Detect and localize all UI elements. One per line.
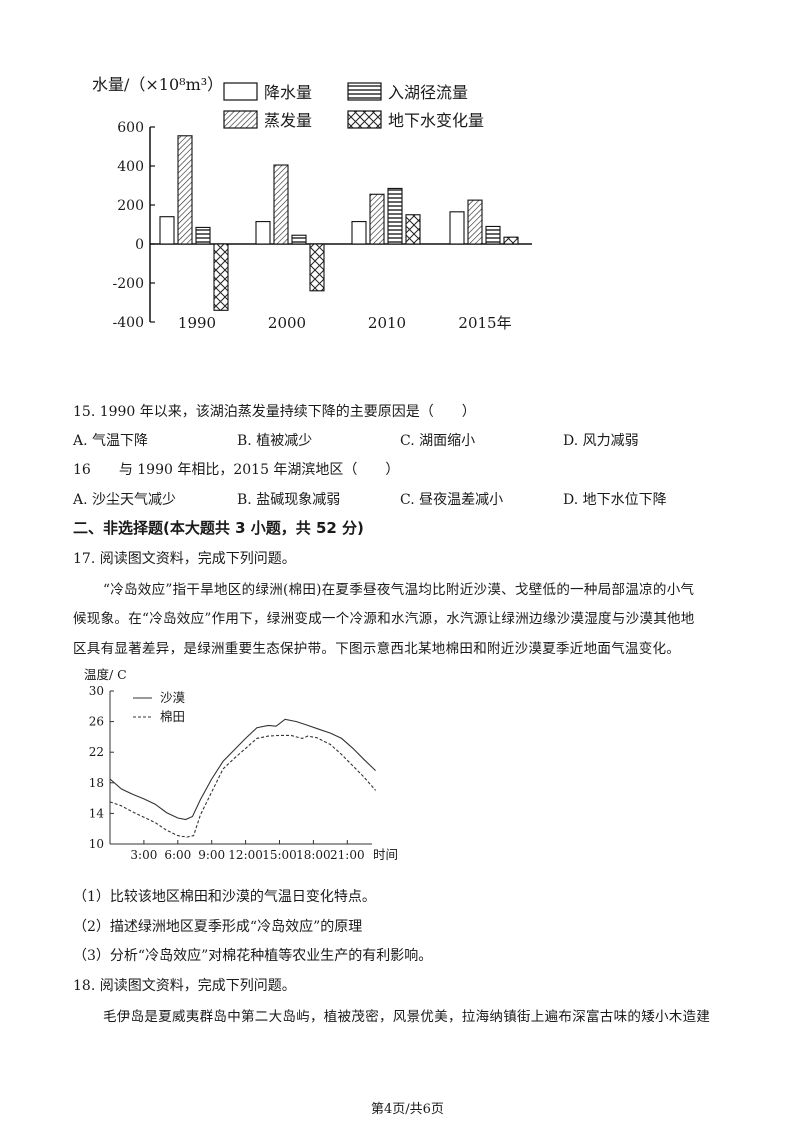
q16-option-c[interactable]: C. 昼夜温差减小 — [400, 492, 504, 508]
chart2-x-tick-label: 15:00 — [262, 848, 297, 862]
bar-降水量-1990 — [159, 216, 175, 245]
bar-蒸发量-2015年 — [467, 199, 483, 245]
chart2-y-tick-label: 10 — [89, 837, 104, 851]
bar-入湖径流量-2015年 — [485, 225, 501, 245]
q15-option-b[interactable]: B. 植被减少 — [237, 433, 313, 449]
chart2-y-tick-label: 14 — [89, 806, 105, 820]
legend-swatch — [223, 82, 258, 101]
q15-stem: 15. 1990 年以来，该湖泊蒸发量持续下降的主要原因是（ ） — [73, 404, 476, 420]
chart2-y-tick-label: 18 — [89, 776, 104, 790]
chart1-category-label: 2000 — [268, 314, 306, 332]
bar-地下水变化量-2015年 — [503, 236, 519, 245]
chart1-y-tick-label: 0 — [135, 237, 144, 253]
bar-入湖径流量-1990 — [195, 226, 211, 245]
section-heading: 二、非选择题(本大题共 3 小题，共 52 分) — [73, 519, 364, 537]
chart2-y-tick-label: 30 — [89, 684, 104, 698]
chart2-x-tick-label: 18:00 — [296, 848, 331, 862]
chart1-category-label: 2010 — [368, 314, 406, 332]
legend-label: 降水量 — [264, 83, 312, 102]
q15-option-a[interactable]: A. 气温下降 — [73, 433, 149, 449]
q17-para-line-1: “冷岛效应”指干旱地区的绿洲(棉田)在夏季昼夜气温均比附近沙漠、戈壁低的一种局部… — [103, 582, 695, 598]
bar-地下水变化量-2000 — [309, 243, 325, 292]
q17-para-line-2: 候现象。在“冷岛效应”作用下，绿洲变成一个冷源和水汽源，水汽源让绿洲边缘沙漠湿度… — [73, 611, 695, 627]
series-line-棉田 — [109, 734, 377, 838]
legend-label: 地下水变化量 — [388, 111, 484, 130]
q16-stem: 16 与 1990 年相比，2015 年湖滨地区（ ） — [73, 462, 400, 478]
bar-降水量-2010 — [351, 221, 367, 245]
chart2-ylabel: 温度/ C — [84, 667, 127, 682]
bar-降水量-2000 — [255, 221, 271, 245]
chart1-y-tick-label: 400 — [117, 159, 144, 175]
chart2-legend-label: 棉田 — [160, 709, 185, 724]
chart1-category-label: 1990 — [178, 314, 216, 332]
bar-地下水变化量-1990 — [213, 243, 229, 311]
chart1-title: 水量/（×10⁸m³） — [92, 75, 223, 94]
chart1-y-tick-label: 600 — [117, 120, 144, 136]
q16-option-d[interactable]: D. 地下水位下降 — [563, 492, 667, 508]
chart2-y-tick-label: 22 — [89, 745, 104, 759]
bar-入湖径流量-2010 — [387, 187, 403, 245]
page-footer: 第4页/共6页 — [371, 1102, 444, 1117]
bar-蒸发量-1990 — [177, 135, 193, 245]
chart2-legend-label: 沙漠 — [160, 690, 186, 705]
q17-sub-2: （2）描述绿洲地区夏季形成“冷岛效应”的原理 — [73, 919, 363, 935]
chart2-x-tick-label: 6:00 — [164, 848, 191, 862]
chart2-x-tick-label: 12:00 — [228, 848, 263, 862]
q18-para: 毛伊岛是夏威夷群岛中第二大岛屿，植被茂密，风景优美，拉海纳镇街上遍布深富古味的矮… — [103, 1009, 711, 1025]
chart2-x-tick-label: 9:00 — [198, 848, 225, 862]
bar-降水量-2015年 — [449, 211, 465, 245]
legend-swatch — [347, 110, 382, 129]
q17-para-line-3: 区具有显著差异，是绿洲重要生态保护带。下图示意西北某地棉田和附近沙漠夏季近地面气… — [73, 641, 681, 657]
chart2-y-tick-label: 26 — [89, 715, 104, 729]
q18-intro: 18. 阅读图文资料，完成下列问题。 — [73, 978, 296, 994]
chart2-x-tick-label: 3:00 — [130, 848, 157, 862]
legend-swatch — [223, 110, 258, 129]
q17-sub-1: （1）比较该地区棉田和沙漠的气温日变化特点。 — [73, 889, 376, 905]
bar-地下水变化量-2010 — [405, 214, 421, 245]
q16-option-b[interactable]: B. 盐碱现象减弱 — [237, 492, 341, 508]
chart2-xlabel: 时间 — [373, 847, 398, 862]
series-line-沙漠 — [109, 718, 376, 821]
legend-label: 蒸发量 — [264, 111, 312, 130]
bar-蒸发量-2010 — [369, 193, 385, 245]
legend-label: 入湖径流量 — [388, 83, 468, 102]
chart1-y-tick-label: -400 — [113, 315, 144, 331]
q17-intro: 17. 阅读图文资料，完成下列问题。 — [73, 551, 296, 567]
q16-option-a[interactable]: A. 沙尘天气减少 — [73, 492, 177, 508]
q17-sub-3: （3）分析“冷岛效应”对棉花种植等农业生产的有利影响。 — [73, 948, 433, 964]
legend-swatch — [347, 82, 382, 101]
bar-入湖径流量-2000 — [291, 234, 307, 245]
chart2-x-tick-label: 21:00 — [330, 848, 365, 862]
bar-蒸发量-2000 — [273, 164, 289, 245]
q15-option-d[interactable]: D. 风力减弱 — [563, 433, 639, 449]
chart1-y-tick-label: -200 — [113, 276, 144, 292]
chart1-category-label: 2015年 — [458, 314, 511, 332]
chart1-y-tick-label: 200 — [117, 198, 144, 214]
q15-option-c[interactable]: C. 湖面缩小 — [400, 433, 476, 449]
